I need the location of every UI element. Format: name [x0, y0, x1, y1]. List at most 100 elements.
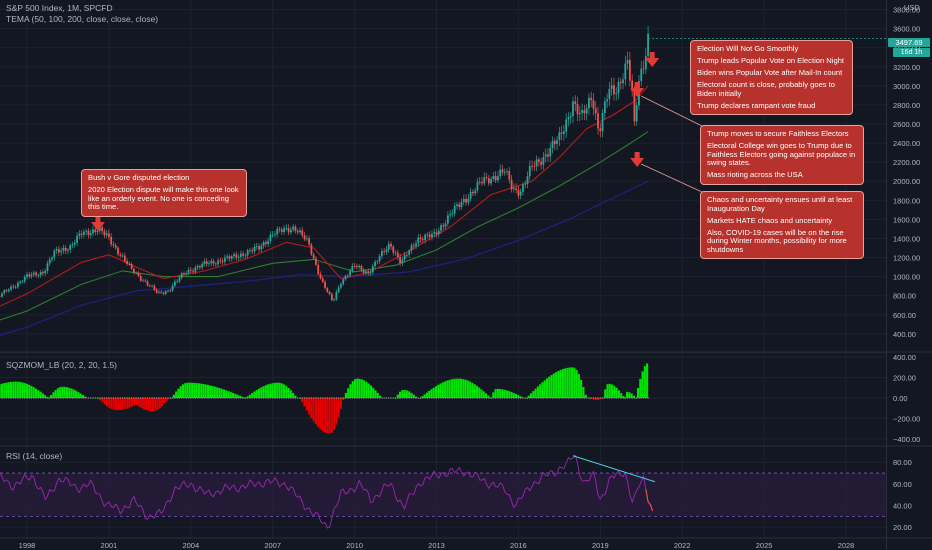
squeeze-dot [274, 397, 276, 399]
squeeze-dot [470, 397, 472, 399]
squeeze-dot [251, 397, 253, 399]
sqzmom-bar [289, 390, 292, 398]
squeeze-dot [567, 397, 570, 399]
candle-body [160, 291, 163, 293]
squeeze-dot [292, 397, 294, 399]
sqzmom-bar [428, 390, 431, 398]
sqzmom-bar [367, 383, 370, 398]
candle-body [151, 285, 154, 287]
candle-body [640, 68, 643, 82]
sqzmom-bar [267, 384, 270, 398]
time-axis-label: 1998 [19, 541, 36, 550]
sqzmom-bar [321, 397, 324, 432]
squeeze-dot [542, 397, 545, 399]
sqzmom-bar [455, 378, 458, 398]
sqzmom-bar [101, 397, 104, 403]
candle-body [130, 264, 133, 269]
candle-body [421, 239, 424, 241]
squeeze-dot [354, 397, 356, 399]
sqzmom-bar [620, 393, 623, 398]
sqzmom-bar [328, 397, 331, 434]
sqzmom-bar [56, 388, 59, 398]
squeeze-dot [645, 397, 647, 399]
price-axis-label: 2200.00 [893, 158, 920, 167]
sqzmom-bar [615, 387, 618, 398]
squeeze-dot [599, 397, 601, 399]
sqzmom-bar [253, 391, 256, 398]
sqzmom-bar [347, 388, 350, 398]
sqzmom-bar [448, 379, 451, 398]
candle-body [19, 281, 22, 283]
candle-body [383, 251, 386, 252]
sqzmom-bar [21, 382, 24, 398]
sqzmom-bar [421, 396, 424, 398]
candle-body [328, 291, 331, 294]
candle-body [462, 198, 465, 202]
sqz-axis-label: −200.00 [893, 414, 920, 423]
candle-body [317, 264, 320, 275]
sqzmom-bar [103, 397, 106, 405]
squeeze-dot [615, 397, 617, 399]
sqzmom-bar [466, 380, 469, 398]
sqzmom-bar [323, 397, 327, 433]
sqzmom-bar [530, 393, 533, 398]
candle-body [435, 232, 438, 235]
candle-body [337, 287, 340, 292]
price-axis-label: 1800.00 [893, 196, 920, 205]
candle-body [60, 250, 63, 253]
sqzmom-bar [401, 390, 404, 398]
sqzmom-bar [515, 394, 518, 398]
candle-body [560, 132, 563, 134]
candle-body [269, 234, 272, 242]
squeeze-dot [508, 397, 510, 399]
squeeze-dot [144, 397, 146, 399]
candle-body [169, 290, 172, 292]
squeeze-dot [237, 397, 240, 399]
sqzmom-bar [23, 383, 26, 398]
candle-body [126, 261, 128, 265]
squeeze-dot [579, 397, 581, 399]
candle-body [308, 238, 310, 245]
candle-body [642, 68, 645, 70]
candle-body [472, 191, 474, 194]
sqzmom-bar [124, 397, 127, 410]
sqzmom-bar [503, 389, 506, 398]
candle-body [419, 237, 422, 240]
sqzmom-bar [191, 382, 194, 398]
candle-body [183, 273, 185, 274]
candle-body [326, 288, 329, 292]
arrow-shaft [95, 216, 101, 223]
sqzmom-bar [441, 382, 444, 398]
sqzmom-bar [464, 379, 467, 398]
sqzmom-bar [303, 397, 306, 407]
candle-body [360, 265, 363, 270]
sqzmom-bar [287, 387, 290, 398]
sqzmom-bar [12, 381, 15, 398]
candle-body [158, 291, 160, 293]
arrow-head [630, 88, 645, 97]
sqzmom-bar [131, 397, 134, 407]
squeeze-dot [87, 397, 90, 399]
squeeze-dot [595, 397, 597, 399]
candle-body [233, 254, 235, 257]
chaos-arrow-icon [630, 152, 645, 167]
squeeze-dot [10, 397, 12, 399]
squeeze-dot [224, 397, 226, 399]
candle-body [255, 246, 258, 247]
candle-body [221, 260, 224, 262]
candle-body [146, 281, 149, 286]
squeeze-dot [306, 397, 308, 399]
candle-body [590, 97, 593, 101]
squeeze-dot [460, 397, 463, 399]
sqzmom-bar [167, 397, 170, 399]
sqzmom-bar [151, 397, 155, 412]
candle-body [187, 269, 190, 273]
candle-body [192, 270, 194, 272]
sqzmom-bar [403, 389, 406, 398]
sqzmom-bar [478, 387, 481, 398]
sqzmom-histogram [0, 363, 649, 434]
squeeze-dot [458, 397, 460, 399]
sqzmom-bar [222, 389, 226, 398]
sqzmom-bar [213, 386, 216, 398]
sqzmom-bar [527, 395, 530, 398]
